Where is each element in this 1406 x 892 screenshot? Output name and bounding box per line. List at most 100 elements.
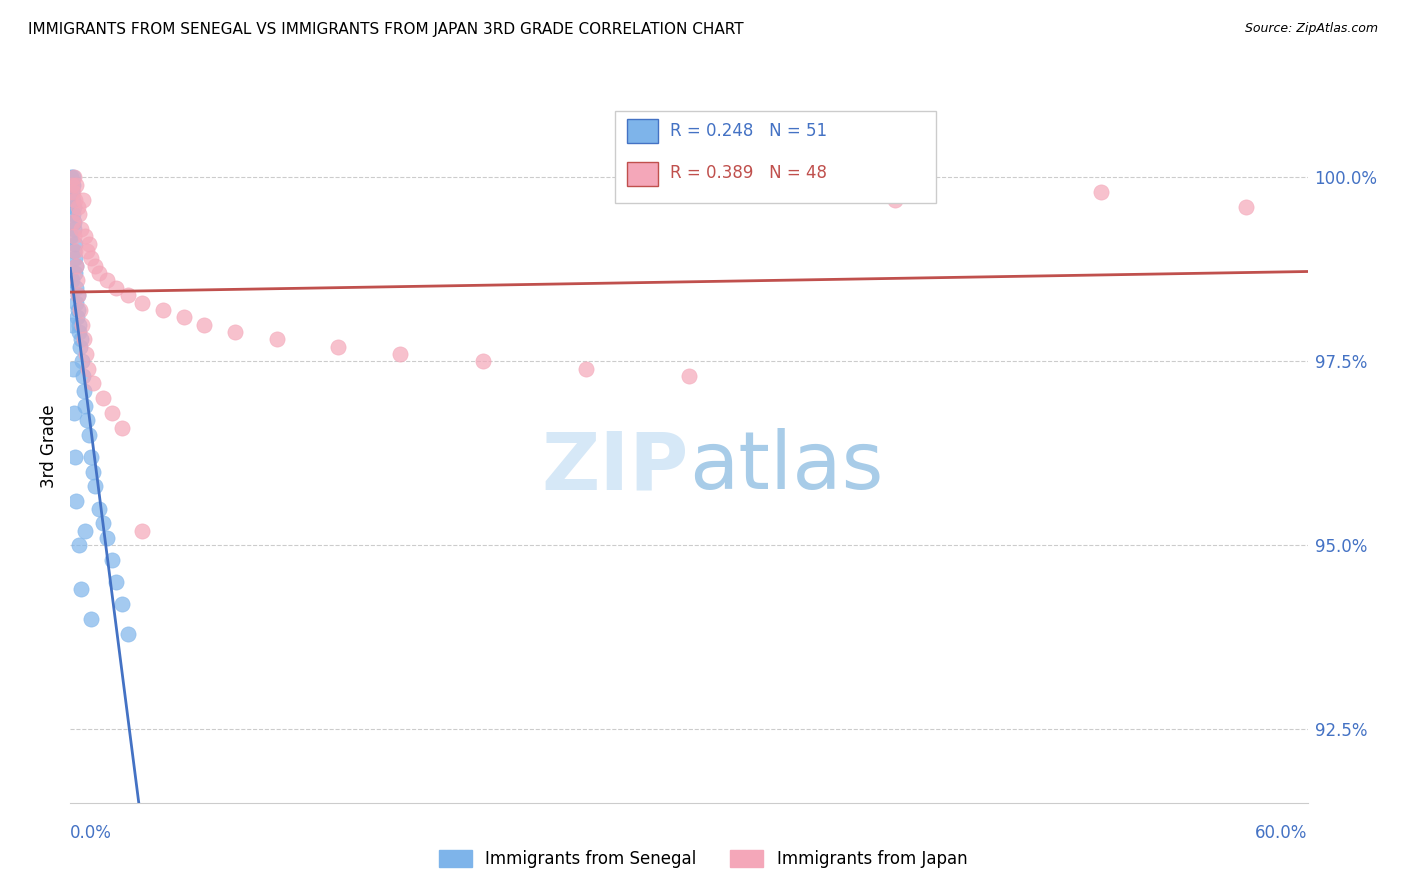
Point <box>678 369 700 384</box>
Point <box>67 302 90 317</box>
Point <box>63 406 86 420</box>
Point <box>62 193 84 207</box>
Point <box>63 229 86 244</box>
Point <box>70 318 93 332</box>
Point <box>91 516 114 531</box>
Point <box>62 185 84 199</box>
Point <box>173 310 195 325</box>
Point <box>69 332 91 346</box>
Point <box>80 450 103 464</box>
Point <box>389 347 412 361</box>
Point <box>152 302 174 317</box>
Point <box>884 193 907 207</box>
Point <box>117 288 139 302</box>
Point <box>75 347 97 361</box>
Point <box>89 266 111 280</box>
Point <box>69 582 91 597</box>
Point <box>117 626 139 640</box>
Point <box>82 465 104 479</box>
Point <box>66 288 89 302</box>
Point <box>73 384 96 398</box>
Point <box>65 266 87 280</box>
Point <box>67 325 90 339</box>
Point <box>69 340 91 354</box>
Point <box>73 332 96 346</box>
Point <box>84 259 107 273</box>
Point <box>60 170 83 185</box>
Point <box>82 376 104 391</box>
Point <box>60 229 83 244</box>
Point <box>60 178 83 192</box>
Point <box>63 170 86 185</box>
Point <box>1234 200 1257 214</box>
Legend: Immigrants from Senegal, Immigrants from Japan: Immigrants from Senegal, Immigrants from… <box>432 843 974 875</box>
Text: IMMIGRANTS FROM SENEGAL VS IMMIGRANTS FROM JAPAN 3RD GRADE CORRELATION CHART: IMMIGRANTS FROM SENEGAL VS IMMIGRANTS FR… <box>28 22 744 37</box>
Point <box>111 420 134 434</box>
Point <box>65 259 87 273</box>
Point <box>65 295 87 310</box>
FancyBboxPatch shape <box>614 111 936 203</box>
Point <box>69 302 91 317</box>
Point <box>104 575 127 590</box>
Point <box>62 361 84 376</box>
Point <box>62 214 84 228</box>
Text: R = 0.248   N = 51: R = 0.248 N = 51 <box>671 121 828 139</box>
Point <box>62 170 84 185</box>
Text: 60.0%: 60.0% <box>1256 824 1308 842</box>
Point <box>62 207 84 221</box>
Text: 0.0%: 0.0% <box>70 824 112 842</box>
Point <box>67 538 90 552</box>
Point <box>76 361 98 376</box>
Text: atlas: atlas <box>689 428 883 507</box>
Point <box>65 236 87 251</box>
Point <box>63 244 86 258</box>
Point <box>1090 185 1112 199</box>
Point <box>65 178 87 192</box>
Point <box>72 193 94 207</box>
Point <box>66 310 89 325</box>
Point <box>62 178 84 192</box>
Y-axis label: 3rd Grade: 3rd Grade <box>41 404 59 488</box>
Point <box>67 207 90 221</box>
Point <box>111 597 134 611</box>
Point <box>69 222 91 236</box>
Point <box>63 222 86 236</box>
Point <box>100 553 122 567</box>
Point <box>104 281 127 295</box>
Point <box>96 273 118 287</box>
Point <box>100 406 122 420</box>
Point <box>224 325 246 339</box>
Point <box>471 354 494 368</box>
Point <box>73 399 96 413</box>
Point <box>193 318 215 332</box>
Point <box>77 236 100 251</box>
Point <box>65 281 87 295</box>
Point <box>65 450 87 464</box>
Point <box>60 185 83 199</box>
Point <box>131 295 153 310</box>
Point <box>60 318 83 332</box>
FancyBboxPatch shape <box>627 162 658 186</box>
Point <box>60 178 83 192</box>
Point <box>89 501 111 516</box>
Text: Source: ZipAtlas.com: Source: ZipAtlas.com <box>1244 22 1378 36</box>
Point <box>80 252 103 266</box>
Point <box>65 259 87 273</box>
Point <box>91 391 114 405</box>
Point <box>63 252 86 266</box>
Point <box>63 200 86 214</box>
Point <box>65 193 87 207</box>
Point <box>575 361 598 376</box>
Point <box>66 200 89 214</box>
Point <box>63 244 86 258</box>
FancyBboxPatch shape <box>627 120 658 143</box>
Point <box>63 214 86 228</box>
Point <box>84 479 107 493</box>
Point <box>76 244 98 258</box>
Point <box>73 524 96 538</box>
Point <box>131 524 153 538</box>
Point <box>67 318 90 332</box>
Point <box>77 428 100 442</box>
Point <box>65 494 87 508</box>
Point <box>70 354 93 368</box>
